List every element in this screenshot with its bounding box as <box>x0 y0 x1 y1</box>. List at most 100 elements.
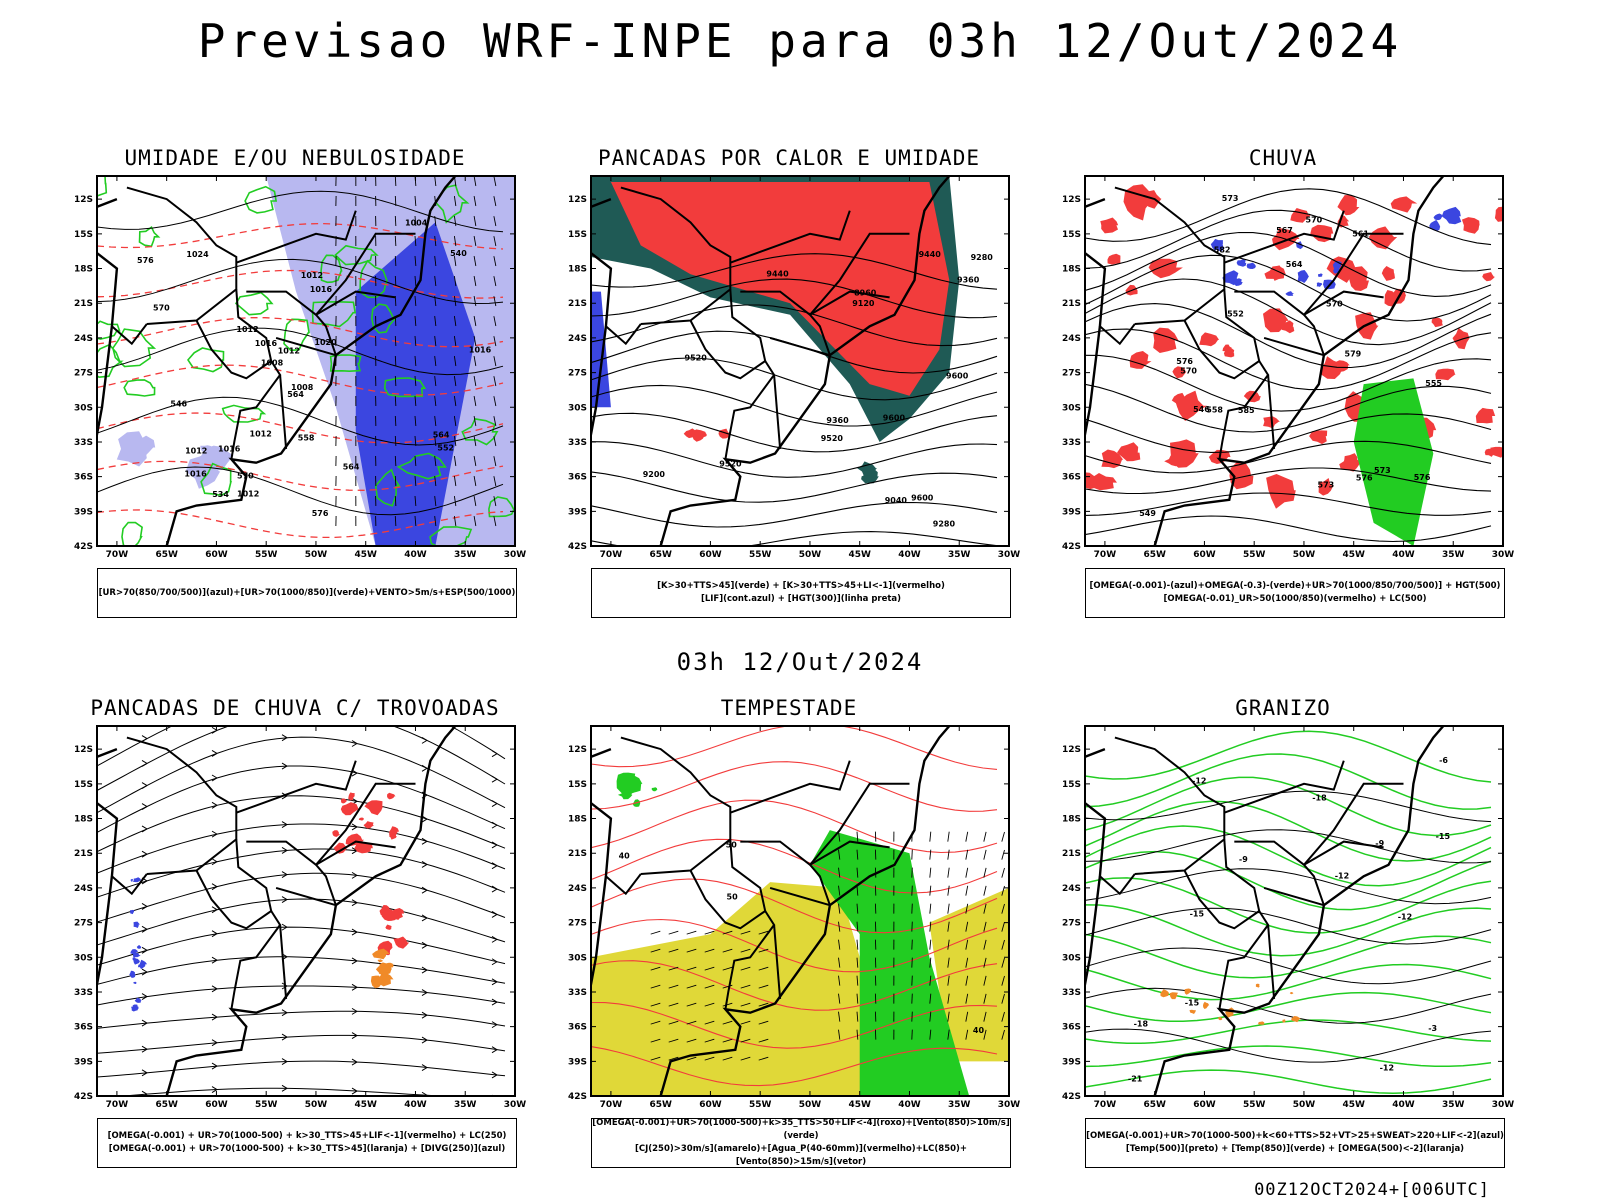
lon-label: 55W <box>1243 550 1266 560</box>
lat-label: 12S <box>568 745 587 755</box>
wind-vector <box>947 939 950 950</box>
wind-vector <box>434 336 437 347</box>
contour-label: -15 <box>1190 909 1205 918</box>
temp-850-contour <box>1085 730 1492 783</box>
lon-label: 30W <box>504 1100 527 1110</box>
lon-label: 60W <box>205 1100 228 1110</box>
contour-label: 9520 <box>719 459 742 468</box>
rain-area <box>1318 478 1334 496</box>
contour-label: 573 <box>1318 481 1335 490</box>
lat-label: 27S <box>74 369 93 379</box>
rain-area <box>1266 474 1296 509</box>
legend-line: [CJ(250)>30m/s](amarelo)+[Agua_P(40-60mm… <box>634 1144 968 1167</box>
flow-arrow <box>281 896 288 903</box>
lat-label: 18S <box>74 265 93 275</box>
temp-850-contour <box>1085 753 1492 810</box>
wind-vector <box>856 921 859 932</box>
divergence-area <box>137 964 142 968</box>
wind-vector <box>929 975 932 986</box>
height-contour <box>591 253 998 290</box>
contour-label: 9600 <box>911 493 934 502</box>
wind-vector <box>650 1038 661 1043</box>
flow-arrow <box>351 871 358 879</box>
lon-label: 40W <box>898 550 921 560</box>
lat-label: 33S <box>568 988 587 998</box>
divergence-area <box>133 958 141 965</box>
panel-legend: [OMEGA(-0.001)-(azul)+OMEGA(-0.3)-(verde… <box>1085 568 1505 618</box>
wind-vector <box>722 948 733 953</box>
wind-vector <box>434 356 437 367</box>
state-border <box>729 760 851 814</box>
humidity-low-contour <box>311 300 357 328</box>
flow-arrow <box>491 911 498 918</box>
wind-vector <box>704 1020 715 1025</box>
humidity-low-contour <box>334 244 379 266</box>
lat-label: 30S <box>74 403 93 413</box>
wind-vector <box>473 216 477 227</box>
divergence-area <box>136 945 142 949</box>
map-frame <box>590 725 1010 1097</box>
wind-vector <box>414 435 417 447</box>
wind-vector <box>929 1011 932 1022</box>
rain-area <box>1199 332 1220 347</box>
wind-vector <box>838 831 841 842</box>
legend-line: [OMEGA(-0.001) + UR>70(1000-500) + k>30_… <box>108 1144 506 1154</box>
wind-vector <box>983 975 987 986</box>
streamline <box>97 1034 506 1054</box>
contour-label: 9600 <box>883 413 906 422</box>
lat-label: 36S <box>1062 473 1081 483</box>
wind-vector <box>965 975 969 986</box>
wind-vector <box>473 296 477 307</box>
map-layers: 50 40 50 40 <box>591 726 1009 1096</box>
height-contour <box>591 384 998 427</box>
streamline <box>97 872 506 923</box>
rain-area <box>1223 348 1235 358</box>
wind-vector <box>740 930 751 935</box>
state-border <box>315 232 416 316</box>
wind-vector <box>856 957 859 968</box>
height-contour <box>1085 303 1492 369</box>
height-contour <box>1085 209 1492 272</box>
flow-arrow <box>141 903 148 910</box>
wind-vector <box>434 516 437 527</box>
contour-label: 9200 <box>643 470 666 479</box>
panel-title: GRANIZO <box>1235 696 1331 720</box>
contour-label: 9520 <box>685 354 708 363</box>
flow-arrow <box>281 1033 288 1041</box>
lon-label: 35W <box>1442 550 1465 560</box>
main-title: Previsao WRF-INPE para 03h 12/Out/2024 <box>197 14 1403 68</box>
flow-arrow <box>421 989 428 996</box>
map-frame <box>1084 175 1504 547</box>
omega-500-area <box>1169 992 1178 1000</box>
wind-vector <box>1001 867 1005 878</box>
humidity-low-contour <box>488 496 515 518</box>
lon-label: 55W <box>749 1100 772 1110</box>
wind-vector <box>394 335 397 347</box>
rain-area <box>1344 453 1361 467</box>
lon-label: 65W <box>155 1100 178 1110</box>
flow-arrow <box>351 1007 358 1015</box>
temp-500-contour <box>1085 868 1492 905</box>
humidity-low-contour <box>283 318 310 352</box>
temp-850-contour <box>1085 933 1492 979</box>
wind-vector <box>965 867 969 878</box>
lon-label: 35W <box>454 550 477 560</box>
omega-area <box>1297 270 1309 283</box>
convection-area <box>372 948 390 960</box>
rain-area <box>1100 217 1119 234</box>
wind-vector <box>838 921 841 932</box>
wind-vector <box>650 966 661 971</box>
wind-vector <box>983 831 987 842</box>
wind-vector <box>965 885 969 896</box>
contour-label: 1024 <box>186 250 209 259</box>
omega-500-area <box>1255 983 1260 988</box>
flow-arrow <box>491 821 498 829</box>
lon-label: 30W <box>1492 550 1515 560</box>
lat-label: 30S <box>1062 953 1081 963</box>
contour-label: 1012 <box>250 429 272 438</box>
wind-vector <box>414 375 417 387</box>
wind-vector <box>758 1056 769 1061</box>
wind-vector <box>414 255 417 267</box>
rain-area <box>1153 327 1179 353</box>
wind-vector <box>838 975 841 986</box>
